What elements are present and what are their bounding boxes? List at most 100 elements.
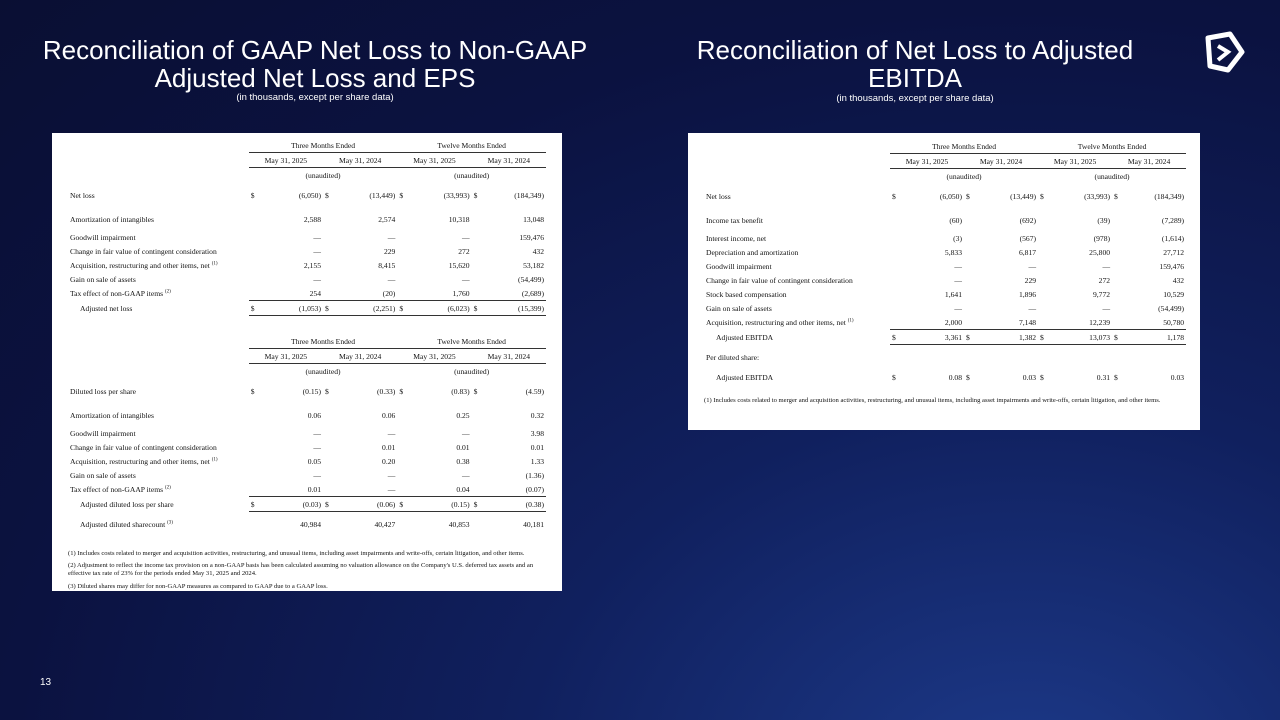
value: 254	[309, 288, 321, 298]
currency-sign: $	[966, 191, 970, 201]
table-row: Per diluted share:	[704, 345, 1186, 371]
group-header: Three Months Ended	[890, 139, 1039, 154]
group-row: Three Months Ended Twelve Months Ended	[68, 138, 546, 153]
table-row: Interest income, net (3) (567) (978) (1,614)	[704, 231, 1186, 245]
currency	[323, 258, 337, 272]
table-row: Change in fair value of contingent consi…	[68, 244, 546, 258]
table-row: Income tax benefit (60) (692) (39) (7,289)	[704, 209, 1186, 231]
row-label: Adjusted diluted sharecount (3)	[68, 512, 249, 538]
value: —	[387, 232, 396, 242]
table-row: Gain on sale of assets — — — (54,499)	[68, 272, 546, 286]
currency	[964, 209, 978, 231]
value: (13,449)	[369, 190, 396, 200]
table-row: Diluted loss per share $ (0.15) $ (0.33) $ (0.…	[68, 378, 546, 404]
group-header: Twelve Months Ended	[397, 138, 546, 153]
currency	[472, 512, 486, 538]
currency	[249, 404, 263, 426]
value: 5,833	[944, 247, 962, 257]
value: (184,349)	[1154, 191, 1185, 201]
value: (0.15)	[411, 496, 472, 512]
currency: $	[890, 329, 904, 345]
value: (39)	[1097, 215, 1111, 225]
group-header: Twelve Months Ended	[397, 334, 546, 349]
table-row: Amortization of intangibles 2,588 2,574 10,…	[68, 208, 546, 230]
currency	[397, 272, 411, 286]
value: 0.06	[307, 410, 321, 420]
row-label: Acquisition, restructuring and other ite…	[704, 315, 890, 330]
currency	[397, 208, 411, 230]
value: 3,361	[904, 329, 964, 345]
label-text: Adjusted diluted sharecount	[80, 520, 166, 529]
value: (2,689)	[521, 288, 544, 298]
value: 8,415	[378, 260, 396, 270]
right-panel: Three Months Ended Twelve Months Ended May…	[688, 133, 1200, 430]
label-text: Amortization of intangibles	[70, 410, 154, 420]
currency	[1038, 273, 1052, 287]
currency	[964, 259, 978, 273]
currency: $	[248, 496, 263, 512]
unaudited: (unaudited)	[454, 366, 490, 376]
currency-sign: $	[399, 386, 404, 396]
value: (33,993)	[1084, 191, 1111, 201]
currency	[323, 426, 337, 440]
label-text: Depreciation and amortization	[706, 247, 799, 257]
currency	[249, 468, 263, 482]
value: —	[313, 470, 321, 480]
value: (184,349)	[514, 190, 544, 200]
label-text: Goodwill impairment	[70, 428, 136, 438]
period-header: May 31, 2025	[890, 153, 964, 169]
period-header: May 31, 2024	[323, 348, 398, 364]
footnote: (3) Diluted shares may differ for non-GA…	[68, 582, 328, 590]
table-row: Adjusted EBITDA $3,361 $1,382 $13,073 $1,178	[704, 329, 1187, 345]
currency	[249, 272, 263, 286]
currency-sign: $	[399, 303, 404, 313]
value: —	[313, 442, 321, 452]
footnote: (2) Adjustment to reflect the income tax…	[68, 561, 534, 578]
value: (54,499)	[518, 274, 544, 284]
currency	[890, 287, 904, 301]
unaudited: (unaudited)	[454, 170, 490, 180]
currency	[249, 208, 263, 230]
currency	[472, 230, 486, 244]
value: 0.01	[530, 442, 544, 452]
footnote-ref: (1)	[847, 318, 854, 324]
value: (54,499)	[1158, 303, 1185, 313]
value: 2,588	[303, 214, 321, 224]
period-row: May 31, 2025 May 31, 2024 May 31, 2025 May …	[704, 153, 1187, 169]
unaudited: (unaudited)	[305, 366, 341, 376]
currency	[1038, 245, 1052, 259]
blank	[68, 334, 249, 349]
value: 159,476	[519, 232, 544, 242]
period-row: May 31, 2025 May 31, 2024 May 31, 2025 May …	[68, 348, 546, 364]
value: 0.03	[1022, 373, 1037, 382]
value: (0.06)	[337, 496, 398, 512]
value: (1,053)	[262, 300, 323, 316]
currency: $	[964, 183, 978, 209]
currency: $	[323, 496, 338, 512]
value: 1.33	[530, 456, 544, 466]
currency	[890, 315, 904, 330]
value: 13,073	[1052, 329, 1113, 345]
value: 2,155	[303, 260, 321, 270]
group-row: Three Months Ended Twelve Months Ended	[68, 334, 546, 349]
footnotes: (1) Includes costs related to merger and…	[704, 397, 1184, 405]
currency	[249, 512, 263, 538]
group-header: Three Months Ended	[248, 334, 398, 349]
note-row: (unaudited) (unaudited)	[68, 168, 546, 183]
footnote-ref: (1)	[211, 260, 218, 266]
currency: $	[397, 182, 411, 208]
value: 159,476	[1159, 261, 1185, 271]
table-row: Acquisition, restructuring and other ite…	[68, 258, 546, 272]
label-text: Per diluted share:	[706, 353, 760, 362]
currency-sign: $	[325, 386, 329, 396]
group-header: Three Months Ended	[248, 138, 398, 153]
label-text: Interest income, net	[706, 233, 767, 243]
period-header: May 31, 2025	[248, 348, 323, 364]
value: (0.15)	[302, 386, 321, 396]
period-header: May 31, 2024	[1112, 153, 1187, 169]
currency	[472, 286, 486, 301]
currency	[397, 244, 411, 258]
value: 0.01	[456, 442, 470, 452]
label-text: Change in fair value of contingent consi…	[70, 246, 217, 256]
